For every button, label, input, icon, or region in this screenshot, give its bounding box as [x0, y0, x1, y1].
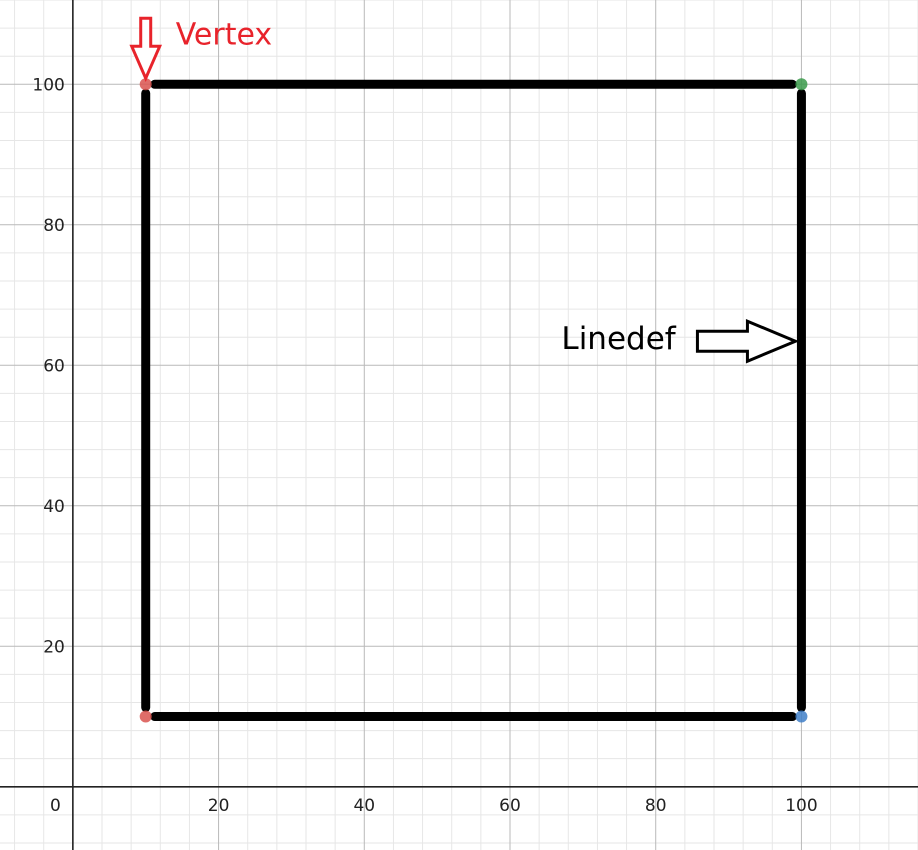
- linedef-arrow-icon: [695, 318, 800, 364]
- vertex-point: [795, 78, 808, 91]
- x-tick-label: 0: [50, 796, 61, 816]
- y-tick-label: 20: [43, 637, 65, 657]
- vertices: [139, 78, 808, 723]
- vertex-label: Vertex: [176, 17, 272, 52]
- vertex-point: [795, 710, 808, 723]
- x-tick-label: 100: [785, 796, 817, 816]
- x-tick-label: 80: [645, 796, 667, 816]
- y-tick-label: 80: [43, 216, 65, 236]
- linedefs: [141, 79, 806, 722]
- vertex-point: [139, 78, 152, 91]
- y-tick-label: 40: [43, 497, 65, 517]
- x-tick-label: 20: [208, 796, 230, 816]
- y-tick-label: 60: [43, 356, 65, 376]
- vertex-annotation: Vertex: [129, 16, 272, 83]
- tick-labels: 0 20 40 60 80 100 20 40 60 80 100: [32, 75, 817, 815]
- linedef-annotation: Linedef: [561, 318, 800, 364]
- x-tick-label: 40: [353, 796, 375, 816]
- vertex-point: [139, 710, 152, 723]
- x-tick-label: 60: [499, 796, 521, 816]
- y-tick-label: 100: [32, 75, 64, 95]
- vertex-arrow-icon: [129, 16, 163, 83]
- linedef-label: Linedef: [561, 321, 676, 357]
